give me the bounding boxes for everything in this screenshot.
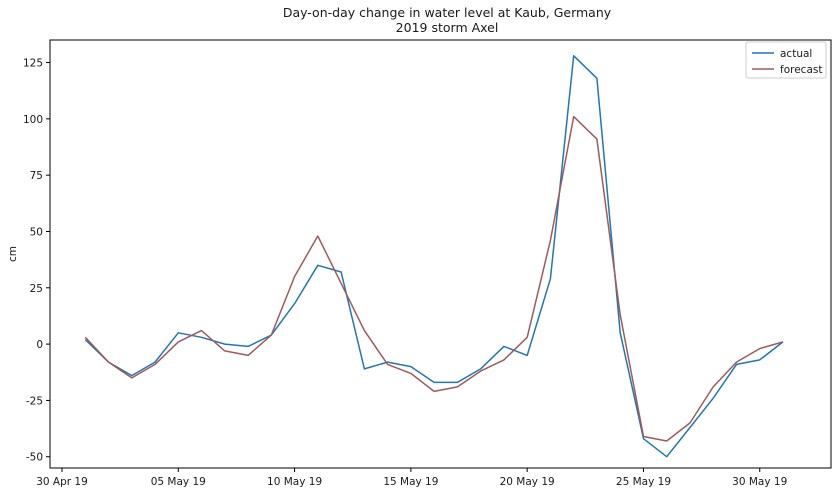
series-line-actual xyxy=(84,55,784,458)
legend-label-forecast: forecast xyxy=(780,64,822,76)
y-tick-label: 125 xyxy=(23,58,43,70)
y-axis-label: cm xyxy=(7,246,19,262)
y-tick-label: 100 xyxy=(23,114,43,126)
y-tick-label: 25 xyxy=(30,283,43,295)
y-tick-label: -25 xyxy=(26,395,43,407)
x-tick-label: 25 May 19 xyxy=(616,476,671,488)
series-line-forecast xyxy=(84,115,784,442)
x-tick-label: 05 May 19 xyxy=(151,476,206,488)
y-tick-label: 0 xyxy=(36,339,43,351)
y-tick-label: -50 xyxy=(26,452,43,464)
plot-area: 125 100 75 50 25 0 -25 -50 30 Apr 19 05 May 19 10 … xyxy=(23,39,832,488)
legend: actual forecast xyxy=(745,41,827,79)
chart-subtitle: 2019 storm Axel xyxy=(396,20,499,35)
y-tick-label: 50 xyxy=(30,226,43,238)
x-tick-label: 30 Apr 19 xyxy=(36,476,88,488)
y-tick-label: 75 xyxy=(30,170,43,182)
x-tick-label: 30 May 19 xyxy=(732,476,787,488)
chart-title: Day-on-day change in water level at Kaub… xyxy=(283,5,612,20)
plot-frame xyxy=(49,39,832,469)
x-tick-label: 15 May 19 xyxy=(383,476,438,488)
x-tick-label: 10 May 19 xyxy=(267,476,322,488)
series-layer xyxy=(84,55,784,458)
legend-label-actual: actual xyxy=(780,48,812,60)
x-tick-label: 20 May 19 xyxy=(500,476,555,488)
